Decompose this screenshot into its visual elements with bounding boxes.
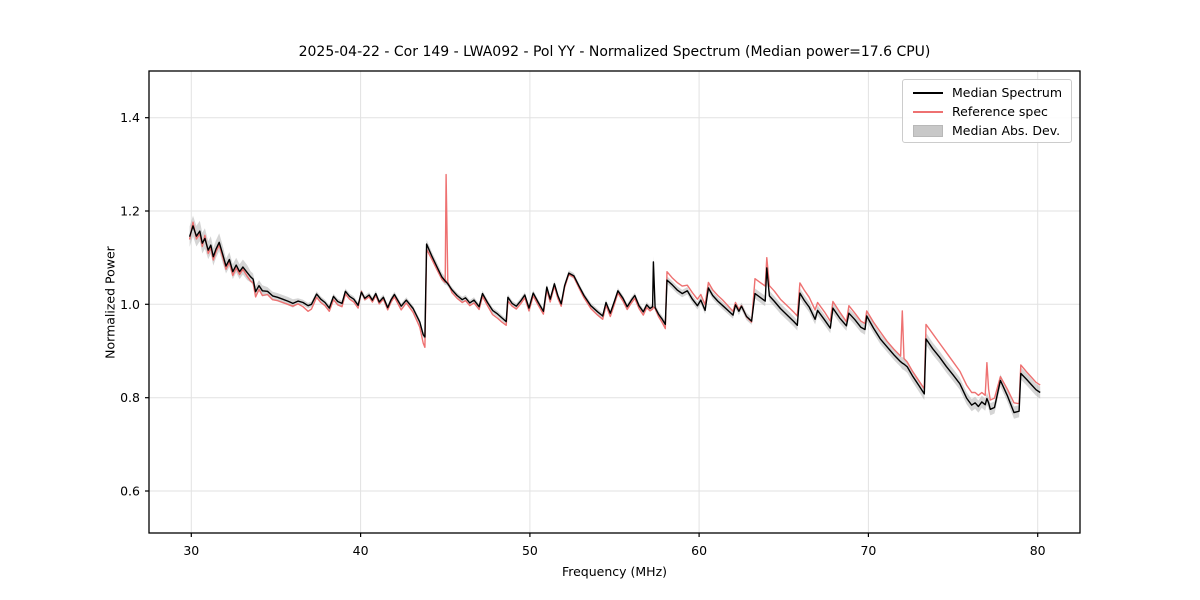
x-tick-label: 40 [353, 543, 369, 558]
y-axis-label: Normalized Power [102, 246, 118, 359]
legend-item-median-spectrum: Median Spectrum [903, 83, 1071, 102]
legend-label: Median Spectrum [952, 85, 1063, 100]
x-tick-label: 50 [522, 543, 538, 558]
mad-band [189, 215, 1041, 419]
x-tick-label: 70 [860, 543, 876, 558]
y-tick-label: 1.0 [120, 297, 140, 312]
x-tick-label: 60 [691, 543, 707, 558]
mad-band-patch-swatch [913, 124, 943, 137]
reference-spec-line-swatch [913, 110, 943, 113]
median-spectrum-line [188, 225, 1041, 414]
x-axis-label: Frequency (MHz) [561, 564, 668, 579]
legend-item-reference-spec: Reference spec [903, 102, 1071, 121]
legend-item-median-abs-dev: Median Abs. Dev. [903, 121, 1071, 140]
legend-label: Reference spec [952, 104, 1048, 119]
y-tick-label: 1.4 [120, 110, 140, 125]
plot-border [148, 70, 1081, 534]
y-tick-label: 0.6 [120, 484, 140, 499]
median-spectrum-line-swatch [913, 91, 943, 94]
y-tick-label: 1.2 [120, 204, 140, 219]
legend-label: Median Abs. Dev. [952, 123, 1061, 138]
x-tick-label: 30 [183, 543, 199, 558]
reference-spec-line [188, 173, 1041, 405]
chart-title: 2025-04-22 - Cor 149 - LWA092 - Pol YY -… [298, 44, 931, 60]
y-tick-label: 0.8 [120, 390, 140, 405]
legend: Median Spectrum Reference spec Median Ab… [902, 79, 1072, 143]
x-tick-label: 80 [1030, 543, 1046, 558]
